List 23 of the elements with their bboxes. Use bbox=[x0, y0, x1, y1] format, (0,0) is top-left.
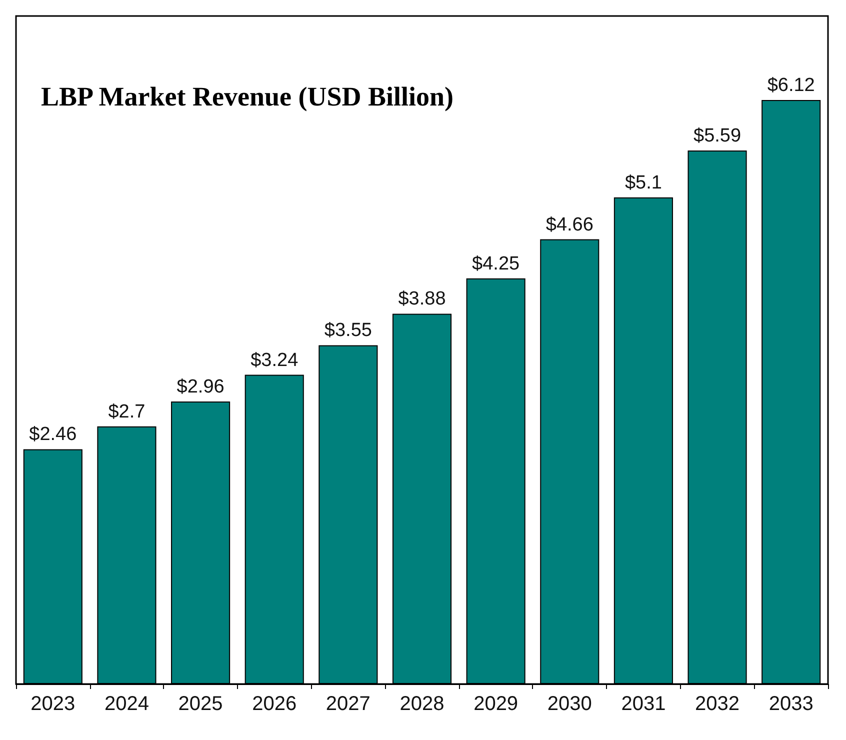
x-tick-label: 2029 bbox=[474, 693, 518, 715]
data-label: $2.46 bbox=[29, 424, 77, 446]
x-tick-label: 2023 bbox=[30, 693, 76, 715]
data-label: $4.25 bbox=[472, 253, 520, 274]
data-label: $4.66 bbox=[546, 214, 594, 236]
data-label: $5.59 bbox=[694, 126, 742, 147]
x-tick-label: 2025 bbox=[178, 693, 223, 715]
x-tick-label: 2026 bbox=[252, 693, 297, 715]
data-label: $3.88 bbox=[398, 288, 446, 310]
data-label: $2.7 bbox=[108, 401, 146, 422]
chart-title: LBP Market Revenue (USD Billion) bbox=[41, 82, 454, 112]
x-tick-label: 2030 bbox=[547, 693, 592, 715]
x-tick-label: 2032 bbox=[695, 693, 740, 715]
data-label: $6.12 bbox=[767, 74, 815, 96]
x-tick-label: 2033 bbox=[768, 693, 814, 715]
x-tick-label: 2031 bbox=[621, 693, 666, 715]
x-tick-label: 2027 bbox=[326, 693, 370, 715]
x-tick-label: 2028 bbox=[400, 693, 444, 715]
x-tick-label: 2024 bbox=[104, 693, 149, 715]
data-label: $5.1 bbox=[624, 172, 662, 194]
data-label: $2.96 bbox=[176, 376, 224, 398]
data-label: $3.24 bbox=[250, 350, 299, 371]
data-label: $3.55 bbox=[324, 320, 372, 342]
